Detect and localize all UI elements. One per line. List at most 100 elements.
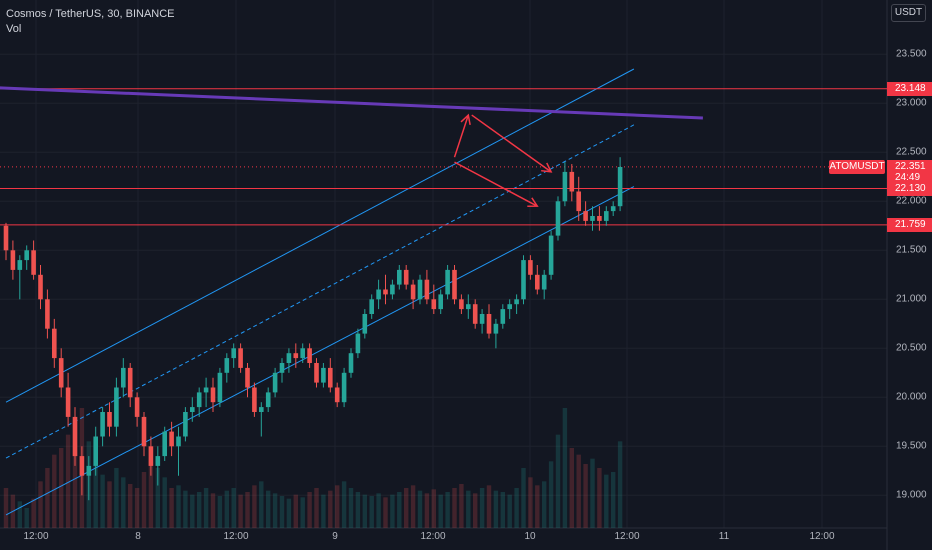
volume-bar bbox=[507, 494, 512, 528]
volume-bar bbox=[548, 461, 554, 528]
currency-button[interactable]: USDT bbox=[891, 4, 926, 22]
volume-bar bbox=[107, 481, 112, 528]
candle-body bbox=[472, 304, 478, 324]
candle-body bbox=[162, 431, 167, 457]
candle-body bbox=[10, 250, 16, 270]
volume-bar bbox=[597, 468, 602, 528]
x-tick-label: 12:00 bbox=[23, 531, 49, 542]
volume-bar bbox=[611, 472, 616, 528]
candle-body bbox=[459, 299, 464, 310]
volume-bar bbox=[17, 501, 22, 528]
level-price-tag: 22.130 bbox=[887, 181, 932, 196]
candle-body bbox=[45, 299, 50, 329]
volume-bar bbox=[486, 485, 492, 528]
candle-body bbox=[355, 333, 361, 354]
volume-bar bbox=[362, 494, 367, 528]
candle-body bbox=[383, 289, 388, 295]
candle-body bbox=[535, 274, 540, 290]
candle-body bbox=[176, 436, 181, 447]
symbol-title[interactable]: Cosmos / TetherUS, 30, BINANCE bbox=[6, 8, 175, 20]
candle-body bbox=[217, 372, 223, 403]
volume-bar bbox=[604, 474, 609, 528]
volume-bar bbox=[341, 481, 347, 528]
volume-bar bbox=[45, 468, 50, 528]
candle-body bbox=[321, 367, 326, 383]
candle-body bbox=[252, 387, 257, 412]
candle-body bbox=[3, 225, 9, 251]
volume-bar bbox=[521, 468, 526, 528]
y-tick-label: 23.500 bbox=[896, 48, 927, 60]
projection-arrow bbox=[454, 161, 538, 207]
y-tick-label: 20.500 bbox=[896, 342, 927, 354]
candle-body bbox=[24, 250, 29, 261]
volume-bar bbox=[404, 488, 409, 528]
y-tick-label: 19.000 bbox=[896, 489, 927, 501]
x-tick-label: 12:00 bbox=[614, 531, 640, 542]
volume-bar bbox=[148, 461, 154, 528]
volume-bar bbox=[52, 454, 57, 528]
candle-body bbox=[431, 299, 437, 310]
candle-body bbox=[259, 407, 264, 412]
y-tick-label: 23.000 bbox=[896, 97, 927, 109]
candle-body bbox=[417, 279, 423, 300]
candle-body bbox=[493, 323, 499, 334]
candle-body bbox=[334, 387, 340, 403]
volume-bar bbox=[65, 434, 71, 528]
volume-bar bbox=[24, 508, 29, 528]
candle-body bbox=[169, 431, 174, 447]
candle-body bbox=[121, 367, 126, 388]
volume-bar bbox=[328, 490, 333, 528]
candle-body bbox=[100, 412, 105, 437]
volume-bar bbox=[31, 498, 36, 528]
candle-body bbox=[438, 294, 443, 310]
candle-body bbox=[31, 250, 36, 275]
candle-body bbox=[479, 314, 485, 324]
volume-bar bbox=[562, 408, 568, 528]
chart-legend: Cosmos / TetherUS, 30, BINANCE Vol bbox=[6, 7, 175, 37]
candle-body bbox=[562, 171, 568, 202]
projection-arrow bbox=[471, 114, 552, 173]
candle-body bbox=[348, 353, 354, 373]
y-tick-label: 19.500 bbox=[896, 440, 927, 452]
current-price-value: 22.351 bbox=[895, 160, 926, 172]
volume-bar bbox=[576, 454, 581, 528]
candle-body bbox=[245, 367, 250, 388]
candle-body bbox=[52, 328, 57, 359]
volume-bar bbox=[197, 492, 202, 528]
volume-bar bbox=[100, 474, 105, 528]
candle-body bbox=[38, 274, 43, 300]
y-tick-label: 22.000 bbox=[896, 195, 927, 207]
volume-bar bbox=[445, 492, 450, 528]
candle-body bbox=[17, 260, 23, 270]
x-tick-label: 12:00 bbox=[223, 531, 249, 542]
candle-body bbox=[86, 465, 92, 476]
candle-body bbox=[507, 304, 512, 310]
volume-bar bbox=[473, 493, 478, 528]
candle-body bbox=[590, 216, 595, 221]
projection-arrow bbox=[453, 114, 470, 158]
candle-body bbox=[307, 348, 312, 363]
volume-bar bbox=[203, 488, 209, 528]
candle-body bbox=[610, 206, 616, 212]
channel-lower-line bbox=[5, 186, 635, 516]
volume-bar bbox=[169, 488, 174, 528]
candle-body bbox=[466, 304, 471, 310]
candle-body bbox=[403, 269, 409, 285]
volume-bar bbox=[300, 497, 305, 528]
volume-bar bbox=[224, 490, 229, 528]
projection-arrowhead bbox=[527, 197, 539, 208]
candle-body bbox=[183, 412, 188, 437]
candle-body bbox=[314, 363, 319, 383]
volume-bar bbox=[376, 493, 381, 528]
volume-bar bbox=[141, 472, 147, 528]
volume-bar bbox=[590, 458, 595, 528]
bar-countdown: 24:49 bbox=[895, 171, 921, 183]
candle-body bbox=[286, 353, 292, 363]
candle-body bbox=[127, 367, 133, 398]
candle-body bbox=[369, 299, 374, 314]
candle-body bbox=[79, 456, 85, 476]
volume-label[interactable]: Vol bbox=[6, 23, 22, 35]
volume-bar bbox=[493, 490, 499, 528]
candle-body bbox=[486, 314, 492, 334]
